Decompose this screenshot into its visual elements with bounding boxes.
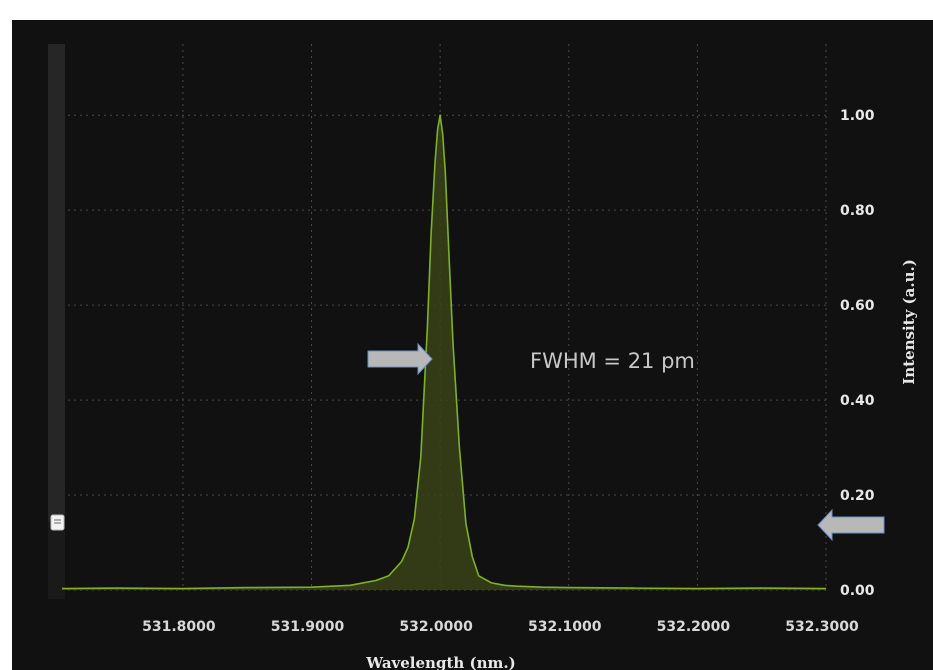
- x-axis-title: Wavelength (nm.): [365, 654, 515, 670]
- y-axis-title: Intensity (a.u.): [900, 259, 918, 385]
- x-tick-label: 532.0000: [399, 619, 473, 635]
- y-axis-ticks: 0.00 0.20 0.40 0.60 0.80 1.00: [840, 108, 875, 599]
- range-slider-fill: [48, 521, 65, 599]
- x-axis-ticks: 531.8000 531.9000 532.0000 532.1000 532.2000…: [142, 619, 859, 635]
- series-area: [62, 115, 826, 590]
- range-slider-handle[interactable]: [50, 514, 65, 531]
- chart-panel: 0.00 0.20 0.40 0.60 0.80 1.00 531.8000 531.900…: [12, 20, 933, 670]
- series-line: [61, 114, 827, 590]
- x-tick-label: 531.9000: [271, 619, 345, 635]
- fwhm-annotation: FWHM = 21 pm: [530, 349, 695, 373]
- y-tick-label: 0.60: [840, 298, 875, 314]
- x-tick-label: 532.1000: [528, 619, 602, 635]
- fwhm-right-arrow-icon: [817, 508, 885, 542]
- y-tick-label: 0.80: [840, 203, 875, 219]
- x-tick-label: 531.8000: [142, 619, 216, 635]
- range-slider-track[interactable]: [48, 44, 65, 599]
- x-tick-label: 532.3000: [785, 619, 859, 635]
- y-tick-label: 1.00: [840, 108, 875, 124]
- line-chart: 0.00 0.20 0.40 0.60 0.80 1.00 531.8000 531.900…: [48, 44, 918, 670]
- y-tick-label: 0.40: [840, 393, 875, 409]
- y-tick-label: 0.00: [840, 583, 875, 599]
- y-tick-label: 0.20: [840, 488, 875, 504]
- grid: [62, 44, 827, 591]
- x-tick-label: 532.2000: [657, 619, 731, 635]
- fwhm-left-arrow-icon: [367, 342, 433, 376]
